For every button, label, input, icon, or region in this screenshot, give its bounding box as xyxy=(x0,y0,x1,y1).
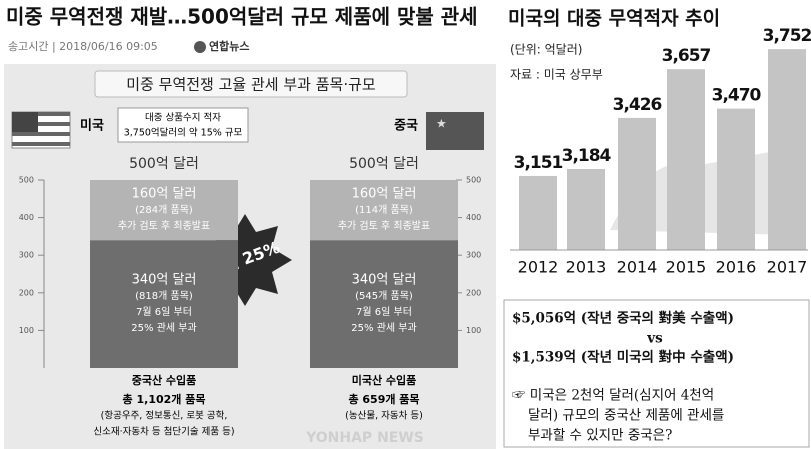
stack-label: 500억 달러 xyxy=(129,156,199,172)
bar xyxy=(667,69,705,250)
meta: 송고시간 | 2018/06/16 09:05 xyxy=(8,40,158,53)
chart-subtitle: (단위: 억달러) xyxy=(510,43,582,57)
bar-segment xyxy=(90,240,238,368)
svg-text:★: ★ xyxy=(436,117,447,131)
infographic-title: 미중 무역전쟁 고율 관세 부과 품목·규모 xyxy=(126,76,376,94)
category-note: (농산물, 자동차 등) xyxy=(345,410,423,422)
segment-label: 160억 달러 xyxy=(132,187,197,202)
category-note: (항공우주, 정보통신, 로봇 공학, xyxy=(101,411,228,422)
y-tick-label: 500 xyxy=(19,176,34,185)
bar xyxy=(618,117,656,250)
value-label: 3,470 xyxy=(712,86,762,106)
x-tick-label: 2014 xyxy=(617,258,658,277)
bar xyxy=(717,108,755,250)
y-tick-label: 300 xyxy=(466,251,481,260)
y-tick-label: 500 xyxy=(466,176,481,185)
y-tick-label: 400 xyxy=(19,213,34,222)
segment-note: 7월 6일 부터 xyxy=(136,306,192,318)
segment-note: (284개 품목) xyxy=(135,204,193,216)
segment-note: 25% 관세 부과 xyxy=(351,322,416,334)
y-tick-label: 300 xyxy=(19,251,34,260)
bar-segment xyxy=(310,240,458,368)
bar xyxy=(519,175,557,250)
segment-note: (545개 품목) xyxy=(355,290,413,302)
segment-note: 추가 검토 후 최종발표 xyxy=(118,220,210,232)
headline: 미중 무역전쟁 재발…500억달러 규모 제품에 맞불 관세 xyxy=(6,5,478,29)
segment-note: 7월 6일 부터 xyxy=(356,306,412,318)
y-tick-label: 100 xyxy=(466,326,481,335)
x-tick-label: 2013 xyxy=(566,258,607,277)
note-line: $1,539억 (작년 미국의 對中 수출액) xyxy=(512,349,734,366)
note-line: vs xyxy=(646,331,663,347)
segment-note: (114개 품목) xyxy=(355,204,413,216)
china-flag: ★ xyxy=(426,112,484,150)
value-label: 3,184 xyxy=(562,146,612,166)
watermark: YONHAP NEWS xyxy=(305,430,424,446)
chart-title: 미국의 대중 무역적자 추이 xyxy=(508,8,720,30)
note-comment: 달러) 규모의 중국산 제품에 관세를 xyxy=(528,408,724,424)
y-tick-label: 200 xyxy=(19,288,34,297)
category-note: 총 1,102개 품목 xyxy=(123,392,206,406)
y-tick-label: 200 xyxy=(466,288,481,297)
note-box xyxy=(503,299,810,448)
x-tick-label: 2016 xyxy=(716,258,757,277)
category-label: 미국산 수입품 xyxy=(352,373,417,387)
bar xyxy=(768,49,806,251)
note-comment: ☞ 미국은 2천억 달러(심지어 4천억 xyxy=(512,388,714,404)
flag-label: 중국 xyxy=(394,119,418,134)
segment-label: 340억 달러 xyxy=(132,273,197,288)
callout-box xyxy=(117,107,249,143)
bar-segment xyxy=(90,180,238,241)
x-tick-label: 2017 xyxy=(767,258,808,277)
value-label: 3,426 xyxy=(613,95,662,115)
chart-source: 자료 : 미국 상무부 xyxy=(510,68,603,82)
us-flag xyxy=(11,111,71,149)
segment-label: 160억 달러 xyxy=(352,187,417,202)
callout-text: 3,750억달러의 약 15% 규모 xyxy=(124,127,243,139)
segment-label: 340억 달러 xyxy=(352,273,417,288)
flag-label: 미국 xyxy=(80,118,104,134)
segment-note: (818개 품목) xyxy=(135,290,193,302)
bar xyxy=(567,168,605,250)
callout-text: 대중 상품수지 적자 xyxy=(145,112,221,124)
category-label: 중국산 수입품 xyxy=(132,373,197,387)
segment-note: 25% 관세 부과 xyxy=(131,322,196,334)
segment-note: 추가 검토 후 최종발표 xyxy=(338,220,430,232)
category-note: 신소재·자동차 등 첨단기술 제품 등) xyxy=(93,426,234,438)
category-note: 총 659개 품목 xyxy=(348,392,419,406)
value-label: 3,752 xyxy=(763,26,811,46)
x-tick-label: 2012 xyxy=(518,258,559,277)
y-tick-label: 400 xyxy=(466,213,481,222)
note-comment: 부과할 수 있지만 중국은? xyxy=(528,428,672,444)
x-tick-label: 2015 xyxy=(666,258,707,277)
y-tick-label: 100 xyxy=(19,326,34,335)
infographic-title-box xyxy=(94,70,408,98)
value-label: 3,657 xyxy=(662,46,711,66)
bar-segment xyxy=(310,180,458,241)
note-line: $5,056억 (작년 중국의 對美 수출액) xyxy=(512,310,734,327)
value-label: 3,151 xyxy=(514,153,563,173)
logo-icon xyxy=(194,41,206,53)
stack-label: 500억 달러 xyxy=(349,156,419,172)
source-logo: 연합뉴스 xyxy=(209,39,249,53)
